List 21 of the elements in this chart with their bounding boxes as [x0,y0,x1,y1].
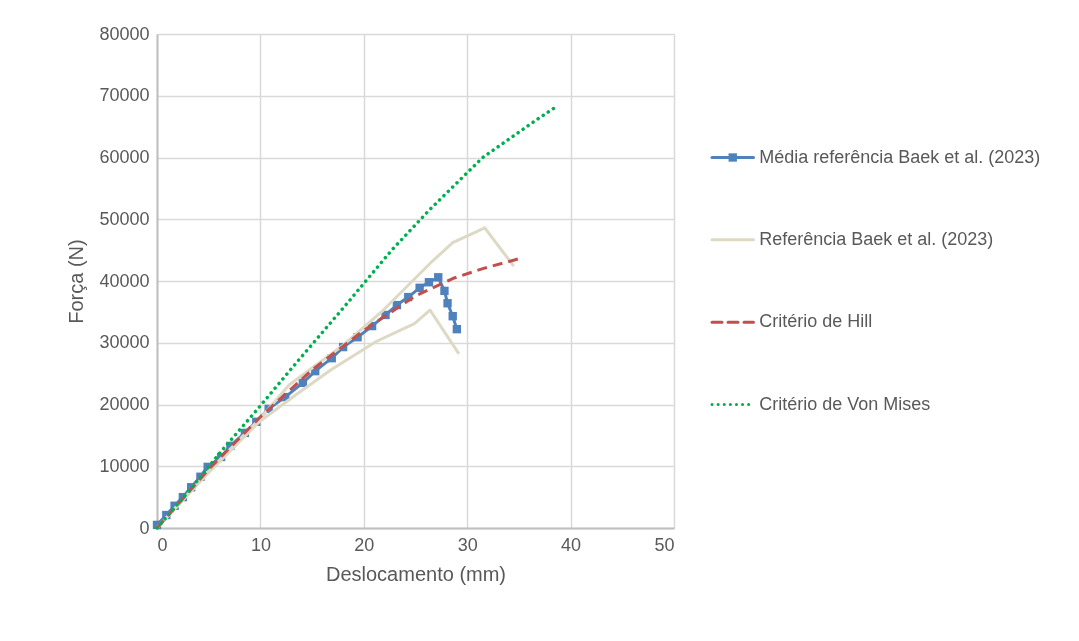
y-tick-label: 0 [139,517,150,538]
legend-label: Critério de Von Mises [759,393,931,414]
x-tick-label: 30 [457,534,478,555]
y-tick-label: 10000 [99,455,150,476]
y-tick-label: 40000 [99,270,150,291]
legend-label: Critério de Hill [759,311,873,332]
y-tick-label: 50000 [99,208,150,229]
x-axis-title: Deslocamento (mm) [325,562,507,585]
y-tick-label: 30000 [99,332,150,353]
y-axis-title: Força (N) [65,239,88,324]
y-tick-label: 20000 [99,394,150,414]
legend-label: Referência Baek et al. (2023) [759,228,994,249]
y-tick-label: 70000 [99,85,150,106]
x-tick-label: 50 [654,534,675,555]
y-tick-label: 80000 [99,23,150,44]
x-tick-label: 40 [561,534,582,555]
x-tick-label: 20 [354,534,375,555]
legend-label: Média referência Baek et al. (2023) [759,146,1041,167]
y-tick-label: 60000 [99,147,150,167]
x-tick-label: 10 [250,534,271,555]
x-tick-label: 0 [157,534,168,555]
